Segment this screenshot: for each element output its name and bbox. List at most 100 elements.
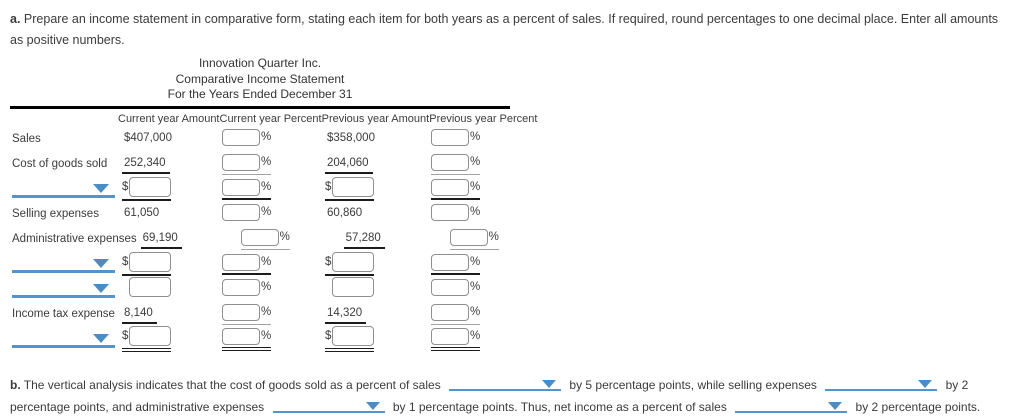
percent-symbol: % [470, 306, 481, 318]
current-amount-value: $407,000 [124, 131, 172, 144]
current-percent-input[interactable] [222, 278, 260, 296]
header-previous-percent: Previous year Percent [429, 113, 538, 125]
percent-symbol: % [261, 181, 272, 193]
table-row-sales: Sales $407,000 % $358,000 % [0, 127, 1024, 152]
chevron-down-icon [93, 283, 109, 293]
part-b-label: b. [10, 377, 21, 392]
row-label-select[interactable] [12, 331, 115, 348]
percent-symbol: % [261, 281, 272, 293]
row-label-select[interactable] [12, 281, 115, 298]
dollar-symbol: $ [325, 330, 332, 342]
report-period: For the Years Ended December 31 [167, 87, 353, 101]
chevron-down-icon [828, 401, 843, 410]
previous-amount-value: 204,060 [327, 156, 369, 169]
header-current-percent: Current year Percent [219, 113, 322, 125]
instruction-part-a: a. Prepare an income statement in compar… [0, 0, 1014, 51]
current-amount-value: 61,050 [124, 206, 160, 219]
part-a-text: Prepare an income statement in comparati… [10, 12, 999, 47]
previous-amount-value: $358,000 [327, 131, 375, 144]
percent-symbol: % [261, 330, 272, 342]
chevron-down-icon [365, 401, 380, 410]
row-label: Income tax expense [12, 308, 115, 320]
previous-percent-input[interactable] [431, 278, 469, 296]
previous-amount-value: 60,860 [327, 206, 363, 219]
current-amount-input[interactable] [129, 326, 172, 346]
current-percent-input[interactable] [222, 153, 260, 171]
current-amount-value: 8,140 [124, 306, 153, 319]
previous-percent-input[interactable] [431, 153, 469, 171]
current-percent-input[interactable] [222, 327, 260, 345]
current-percent-input[interactable] [222, 178, 260, 196]
part-a-label: a. [10, 12, 21, 26]
previous-percent-input[interactable] [431, 253, 469, 271]
percent-symbol: % [261, 131, 272, 143]
part-b-segment-4: by 1 percentage points. Thus, net income… [392, 399, 727, 414]
table-row-subtotal-1: $ % $ % [0, 177, 1024, 202]
current-amount-input[interactable] [129, 252, 172, 272]
row-label-select[interactable] [12, 181, 115, 198]
report-title: Comparative Income Statement [175, 71, 345, 86]
previous-amount-input[interactable] [332, 252, 375, 272]
table-row-cogs: Cost of goods sold 252,340 % 204,060 % [0, 152, 1024, 177]
previous-percent-input[interactable] [431, 128, 469, 146]
chevron-down-icon [542, 379, 557, 388]
analysis-part-b: b. The vertical analysis indicates that … [0, 374, 1018, 418]
company-name: Innovation Quarter Inc. [198, 56, 322, 70]
header-current-amount: Current year Amount [118, 113, 220, 125]
statement-title-block: Innovation Quarter Inc. Comparative Inco… [10, 56, 510, 109]
row-label: Selling expenses [12, 208, 99, 220]
part-b-segment-2: by 5 percentage points, while selling ex… [569, 377, 817, 392]
previous-amount-input[interactable] [332, 177, 375, 197]
previous-amount-input[interactable] [332, 277, 374, 297]
row-label: Administrative expenses [12, 233, 137, 245]
previous-percent-input[interactable] [431, 178, 469, 196]
current-percent-input[interactable] [222, 128, 260, 146]
selling-expenses-change-select[interactable] [825, 378, 938, 391]
row-label: Cost of goods sold [12, 158, 108, 170]
previous-amount-value: 57,280 [345, 231, 381, 244]
current-percent-input[interactable] [240, 228, 279, 246]
column-headers: Current year Amount Current year Percent… [0, 112, 1024, 127]
current-amount-value: 252,340 [124, 156, 166, 169]
percent-symbol: % [470, 281, 481, 293]
chevron-down-icon [918, 379, 933, 388]
table-row-dropdown-3: % % [0, 277, 1024, 302]
percent-symbol: % [261, 206, 272, 218]
table-row-total: $ % $ % [0, 326, 1024, 352]
percent-symbol: % [470, 256, 481, 268]
previous-percent-input[interactable] [449, 228, 488, 246]
percent-symbol: % [488, 231, 499, 243]
chevron-down-icon [93, 258, 109, 268]
current-amount-input[interactable] [129, 277, 171, 297]
row-label: Sales [12, 133, 41, 145]
header-previous-amount: Previous year Amount [321, 113, 430, 125]
dollar-symbol: $ [122, 181, 129, 193]
percent-symbol: % [261, 256, 272, 268]
current-percent-input[interactable] [222, 303, 260, 321]
previous-percent-input[interactable] [431, 327, 469, 345]
percent-symbol: % [470, 206, 481, 218]
part-b-segment-1: The vertical analysis indicates that the… [23, 377, 441, 392]
dollar-symbol: $ [325, 181, 332, 193]
part-b-segment-5: by 2 percentage points. [855, 399, 981, 414]
previous-amount-input[interactable] [332, 326, 375, 346]
percent-symbol: % [470, 330, 481, 342]
table-row-selling-expenses: Selling expenses 61,050 % 60,860 % [0, 202, 1024, 227]
percent-symbol: % [261, 306, 272, 318]
percent-symbol: % [279, 231, 290, 243]
current-amount-input[interactable] [129, 177, 172, 197]
dollar-symbol: $ [122, 256, 129, 268]
previous-percent-input[interactable] [431, 203, 469, 221]
cogs-change-select[interactable] [449, 378, 562, 391]
percent-symbol: % [261, 156, 272, 168]
chevron-down-icon [93, 183, 109, 193]
dollar-symbol: $ [122, 330, 129, 342]
current-percent-input[interactable] [222, 253, 260, 271]
chevron-down-icon [93, 333, 109, 343]
dollar-symbol: $ [325, 256, 332, 268]
current-percent-input[interactable] [222, 203, 260, 221]
table-row-administrative-expenses: Administrative expenses 69,190 % 57,280 … [0, 227, 1024, 252]
row-label-select[interactable] [12, 256, 115, 273]
table-row-subtotal-2: $ % $ % [0, 252, 1024, 277]
previous-percent-input[interactable] [431, 303, 469, 321]
